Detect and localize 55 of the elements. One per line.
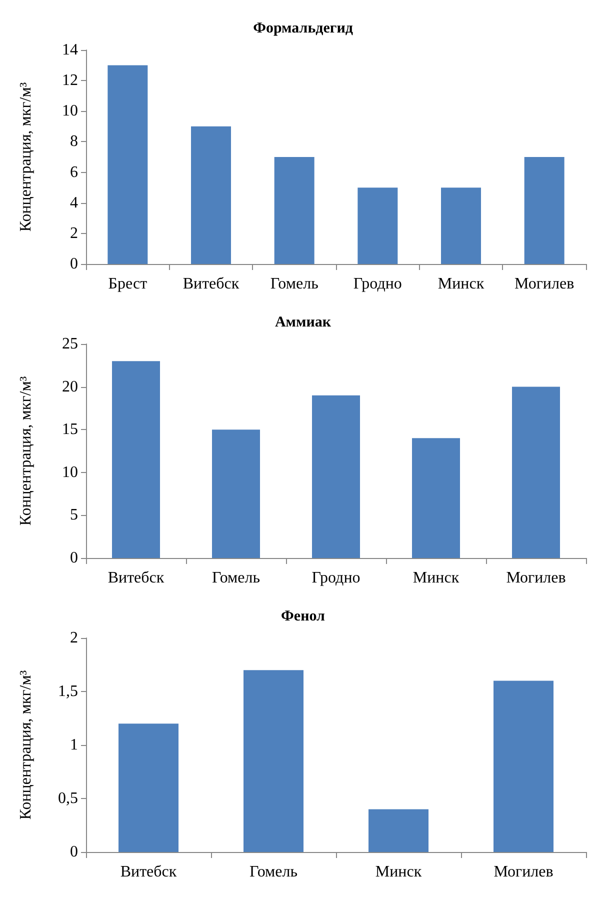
- bar: [494, 680, 554, 852]
- chart-title: Формальдегид: [253, 20, 354, 36]
- bar: [112, 361, 160, 558]
- y-tick-label: 5: [70, 506, 78, 524]
- y-axis-title: Концентрация, мкг/м³: [18, 376, 34, 526]
- bar: [358, 188, 398, 264]
- bar: [191, 126, 231, 264]
- x-tick-label: Могилев: [506, 570, 566, 586]
- x-tick-label: Гомель: [212, 570, 260, 586]
- bar: [274, 157, 314, 264]
- bar: [212, 430, 260, 558]
- x-tick-label: Гродно: [312, 570, 360, 586]
- y-tick-label: 0: [70, 844, 78, 860]
- y-tick-label: 1: [70, 736, 78, 754]
- y-tick-label: 6: [70, 164, 78, 181]
- y-tick-label: 0: [70, 256, 78, 272]
- bar: [512, 386, 560, 558]
- y-tick-label: 14: [62, 42, 78, 58]
- y-tick-label: 0: [70, 550, 78, 566]
- y-axis-title: Концентрация, мкг/м³: [18, 670, 34, 820]
- x-tick-label: Могилев: [514, 276, 575, 292]
- x-tick-label: Гомель: [249, 864, 298, 880]
- x-tick-label: Минск: [438, 276, 484, 292]
- x-tick-label: Гомель: [270, 276, 318, 292]
- y-tick-label: 8: [70, 133, 78, 150]
- bar: [441, 188, 481, 264]
- x-tick-label: Витебск: [120, 864, 177, 880]
- y-tick-label: 2: [70, 630, 78, 646]
- x-tick-label: Витебск: [108, 570, 164, 586]
- y-tick-label: 1,5: [58, 683, 78, 700]
- bar: [244, 670, 304, 852]
- y-tick-label: 4: [70, 194, 78, 212]
- x-tick-label: Минск: [412, 570, 460, 586]
- y-tick-label: 0,5: [58, 790, 78, 807]
- x-tick-label: Брест: [108, 276, 148, 292]
- bar: [312, 395, 360, 558]
- chart-title: Аммиак: [274, 314, 332, 330]
- x-tick-label: Витебск: [182, 276, 240, 292]
- bar: [118, 724, 178, 852]
- chart-title: Фенол: [281, 608, 326, 624]
- bar: [108, 65, 148, 264]
- x-tick-label: Могилев: [494, 864, 554, 880]
- bar: [412, 438, 460, 558]
- bar: [368, 809, 428, 852]
- y-tick-label: 25: [62, 336, 78, 352]
- y-tick-label: 2: [70, 224, 78, 242]
- y-tick-label: 15: [62, 421, 78, 438]
- x-tick-label: Гродно: [353, 276, 402, 292]
- y-tick-label: 10: [62, 102, 78, 120]
- y-tick-label: 20: [62, 378, 78, 396]
- bar: [524, 157, 564, 264]
- y-axis-title: Концентрация, мкг/м³: [18, 82, 34, 232]
- y-tick-label: 10: [62, 464, 78, 481]
- y-tick-label: 12: [62, 72, 78, 90]
- x-tick-label: Минск: [375, 864, 422, 880]
